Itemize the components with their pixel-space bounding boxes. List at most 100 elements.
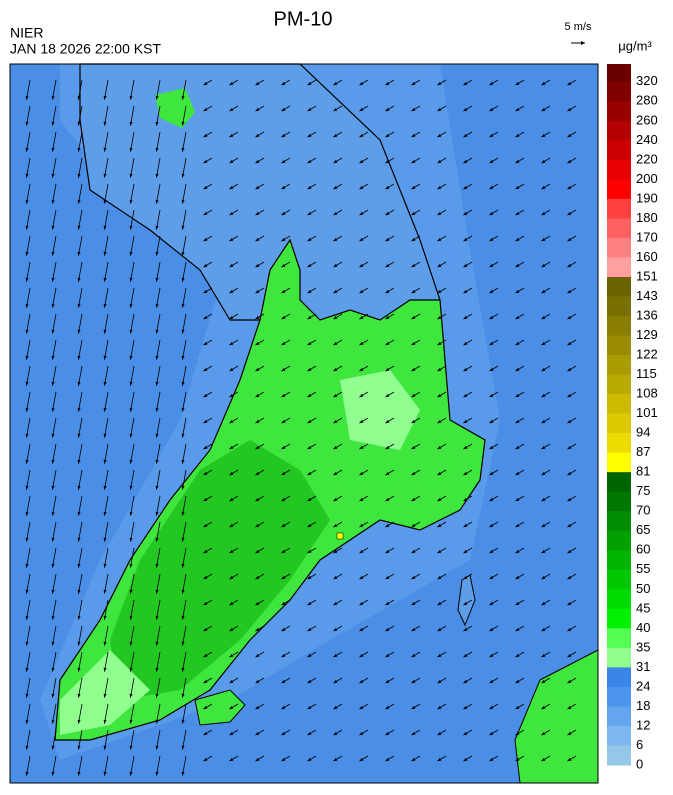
- wind-arrowhead: [541, 419, 546, 424]
- wind-arrowhead: [103, 277, 107, 282]
- jeju: [194, 689, 246, 726]
- wind-arrowhead: [489, 419, 494, 424]
- wind-arrowhead: [385, 419, 390, 424]
- wind-arrowhead: [463, 497, 468, 502]
- colorbar-segment: [607, 569, 631, 590]
- wind-arrowhead: [51, 95, 55, 100]
- wind-arrowhead: [567, 549, 572, 554]
- wind-arrowhead: [567, 367, 572, 372]
- wind-arrowhead: [25, 511, 29, 516]
- wind-arrowhead: [489, 653, 494, 658]
- wind-arrowhead: [307, 81, 312, 86]
- wind-arrowhead: [411, 445, 416, 450]
- colorbar-label: 31: [636, 659, 650, 674]
- wind-arrowhead: [437, 367, 442, 372]
- colorbar-label: 122: [636, 347, 658, 362]
- wind-arrowhead: [541, 211, 546, 216]
- wind-arrowhead: [77, 693, 81, 698]
- colorbar-label: 65: [636, 522, 650, 537]
- wind-arrowhead: [567, 757, 572, 762]
- wind-arrowhead: [385, 497, 390, 502]
- wind-arrowhead: [203, 471, 208, 476]
- wind-arrowhead: [359, 419, 364, 424]
- wind-arrowhead: [51, 641, 55, 646]
- wind-arrowhead: [51, 615, 55, 620]
- wind-arrowhead: [77, 329, 81, 334]
- wind-arrowhead: [359, 107, 364, 112]
- wind-arrowhead: [103, 147, 107, 152]
- wind-arrowhead: [103, 459, 107, 464]
- wind-arrowhead: [385, 705, 390, 710]
- wind-arrowhead: [77, 615, 81, 620]
- wind-arrowhead: [181, 745, 185, 750]
- wind-arrowhead: [181, 355, 185, 360]
- wind-arrowhead: [411, 705, 416, 710]
- wind-arrowhead: [489, 497, 494, 502]
- wind-arrowhead: [411, 185, 416, 190]
- wind-arrowhead: [155, 147, 159, 152]
- colorbar-label: 18: [636, 698, 650, 713]
- wind-arrowhead: [437, 731, 442, 736]
- colorbar-segment: [607, 159, 631, 180]
- colorbar-label: 136: [636, 307, 658, 322]
- wind-arrowhead: [307, 627, 312, 632]
- wind-arrowhead: [463, 133, 468, 138]
- wind-arrowhead: [333, 315, 338, 320]
- wind-arrowhead: [489, 731, 494, 736]
- colorbar-segment: [607, 706, 631, 727]
- wind-arrowhead: [51, 771, 55, 776]
- wind-arrowhead: [411, 133, 416, 138]
- wind-arrowhead: [129, 95, 133, 100]
- wind-arrowhead: [463, 523, 468, 528]
- wind-arrowhead: [541, 523, 546, 528]
- wind-arrowhead: [359, 653, 364, 658]
- wind-arrowhead: [463, 575, 468, 580]
- wind-arrowhead: [307, 601, 312, 606]
- wind-arrowhead: [463, 81, 468, 86]
- wind-arrowhead: [281, 523, 286, 528]
- wind-arrowhead: [567, 263, 572, 268]
- wind-arrowhead: [567, 133, 572, 138]
- colorbar-label: 160: [636, 249, 658, 264]
- wind-arrowhead: [181, 147, 185, 152]
- wind-arrowhead: [515, 393, 520, 398]
- wind-arrowhead: [489, 705, 494, 710]
- wind-arrowhead: [281, 705, 286, 710]
- wind-arrowhead: [437, 237, 442, 242]
- wind-arrowhead: [411, 523, 416, 528]
- wind-arrowhead: [103, 329, 107, 334]
- timestamp: JAN 18 2026 22:00 KST: [10, 41, 161, 57]
- wind-arrowhead: [181, 641, 185, 646]
- wind-arrowhead: [359, 627, 364, 632]
- wind-arrowhead: [489, 367, 494, 372]
- wind-arrowhead: [129, 251, 133, 256]
- wind-arrowhead: [25, 121, 29, 126]
- wind-scale-arrowhead: [581, 41, 585, 45]
- wind-arrowhead: [515, 159, 520, 164]
- wind-arrowhead: [463, 211, 468, 216]
- unit: μg/m³: [618, 38, 652, 53]
- wind-arrowhead: [463, 263, 468, 268]
- wind-arrowhead: [25, 771, 29, 776]
- colorbar-label: 45: [636, 600, 650, 615]
- wind-arrowhead: [155, 511, 159, 516]
- wind-arrowhead: [77, 381, 81, 386]
- wind-arrowhead: [25, 459, 29, 464]
- wind-arrowhead: [25, 329, 29, 334]
- wind-arrowhead: [77, 251, 81, 256]
- wind-arrowhead: [77, 199, 81, 204]
- wind-arrowhead: [129, 225, 133, 230]
- wind-arrowhead: [515, 601, 520, 606]
- wind-arrowhead: [385, 471, 390, 476]
- wind-arrowhead: [567, 341, 572, 346]
- wind-arrowhead: [181, 511, 185, 516]
- wind-arrowhead: [567, 471, 572, 476]
- wind-arrowhead: [359, 211, 364, 216]
- wind-scale-label: 5 m/s: [565, 21, 592, 33]
- wind-arrowhead: [463, 185, 468, 190]
- wind-arrowhead: [255, 185, 260, 190]
- wind-arrowhead: [51, 537, 55, 542]
- wind-arrowhead: [229, 705, 234, 710]
- wind-arrowhead: [333, 679, 338, 684]
- wind-arrowhead: [333, 497, 338, 502]
